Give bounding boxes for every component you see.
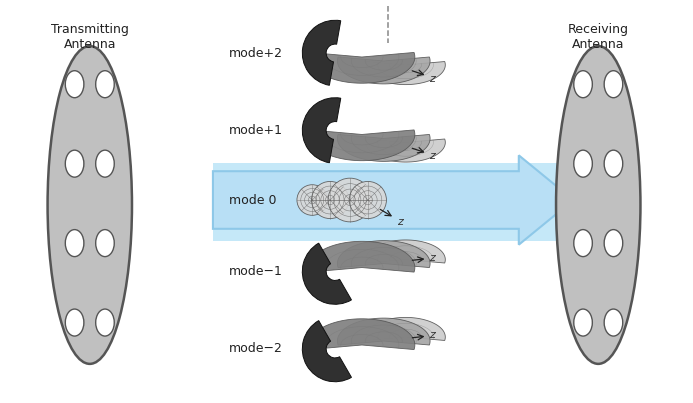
Text: mode+1: mode+1: [229, 124, 283, 137]
Text: z: z: [430, 330, 435, 340]
Ellipse shape: [96, 71, 114, 98]
Polygon shape: [366, 62, 446, 85]
Wedge shape: [302, 98, 341, 163]
Text: z: z: [396, 217, 403, 227]
Ellipse shape: [604, 230, 623, 257]
Ellipse shape: [574, 71, 593, 98]
Polygon shape: [366, 139, 446, 162]
Bar: [213, 163, 573, 241]
Ellipse shape: [96, 309, 114, 336]
Text: mode 0: mode 0: [229, 193, 277, 206]
Polygon shape: [309, 52, 415, 83]
Ellipse shape: [65, 150, 84, 177]
Ellipse shape: [604, 309, 623, 336]
Wedge shape: [302, 321, 351, 382]
Polygon shape: [366, 240, 446, 263]
Ellipse shape: [96, 150, 114, 177]
Ellipse shape: [312, 181, 349, 218]
Text: Receiving
Antenna: Receiving Antenna: [568, 23, 629, 51]
Wedge shape: [302, 20, 341, 85]
Text: z: z: [430, 151, 435, 161]
Ellipse shape: [65, 309, 84, 336]
Ellipse shape: [349, 181, 387, 218]
Text: mode−1: mode−1: [229, 265, 283, 278]
Polygon shape: [337, 318, 430, 345]
Text: z: z: [430, 74, 435, 84]
Text: Transmitting
Antenna: Transmitting Antenna: [51, 23, 129, 51]
Polygon shape: [337, 241, 430, 268]
Polygon shape: [366, 318, 446, 341]
Ellipse shape: [48, 46, 132, 364]
Ellipse shape: [574, 230, 593, 257]
Polygon shape: [337, 57, 430, 84]
Ellipse shape: [96, 230, 114, 257]
Text: mode+2: mode+2: [229, 46, 283, 60]
Polygon shape: [337, 135, 430, 161]
Ellipse shape: [604, 150, 623, 177]
Wedge shape: [302, 243, 351, 304]
Ellipse shape: [556, 46, 640, 364]
Text: z: z: [430, 253, 435, 263]
Text: mode−2: mode−2: [229, 343, 283, 355]
Ellipse shape: [574, 150, 593, 177]
Ellipse shape: [574, 309, 593, 336]
Polygon shape: [309, 319, 415, 349]
Polygon shape: [213, 155, 573, 245]
Ellipse shape: [65, 71, 84, 98]
Ellipse shape: [297, 185, 328, 215]
Ellipse shape: [65, 230, 84, 257]
Ellipse shape: [328, 178, 372, 222]
Ellipse shape: [604, 71, 623, 98]
Polygon shape: [309, 130, 415, 161]
Polygon shape: [309, 241, 415, 272]
